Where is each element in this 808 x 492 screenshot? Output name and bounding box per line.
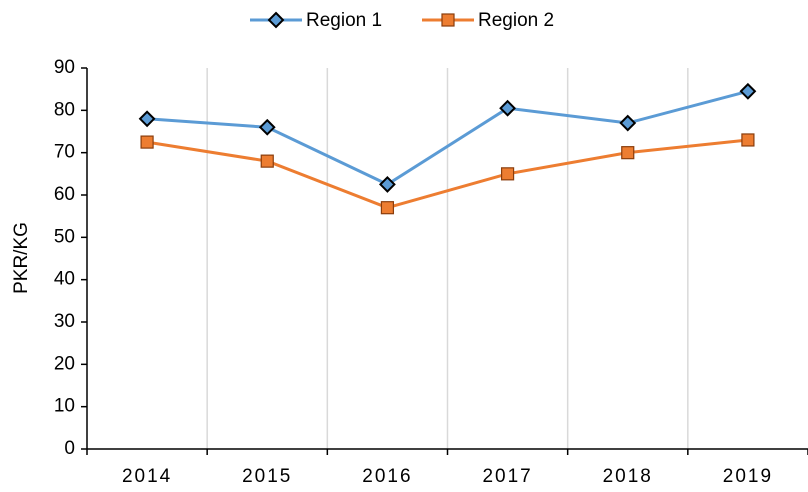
marker (138, 110, 156, 128)
y-axis-label: PKR/KG (11, 222, 32, 294)
y-tick-label: 70 (54, 142, 75, 163)
legend-label: Region 2 (478, 10, 554, 31)
x-tick-label: 2018 (603, 466, 653, 487)
series-line (146, 89, 749, 187)
y-tick-label: 0 (64, 438, 75, 459)
legend-marker (267, 11, 285, 29)
marker (621, 146, 635, 160)
x-tick-label: 2019 (723, 466, 773, 487)
y-tick-label: 50 (54, 226, 75, 247)
legend-label: Region 1 (306, 10, 382, 31)
marker (619, 114, 637, 132)
y-tick-label: 40 (54, 269, 75, 290)
y-tick-label: 80 (54, 99, 75, 120)
x-tick-label: 2015 (242, 466, 292, 487)
x-tick-label: 2014 (122, 466, 172, 487)
y-tick-label: 60 (54, 184, 75, 205)
y-tick-label: 10 (54, 396, 75, 417)
series-line (146, 138, 749, 210)
marker (140, 135, 154, 149)
y-tick-label: 30 (54, 311, 75, 332)
marker (379, 176, 396, 193)
marker (258, 118, 276, 136)
marker (499, 99, 516, 117)
y-tick-label: 20 (54, 353, 75, 374)
x-tick-label: 2016 (362, 466, 412, 487)
x-tick-label: 2017 (482, 466, 532, 487)
marker (739, 82, 757, 100)
marker (500, 167, 515, 181)
marker (380, 201, 395, 215)
y-tick-label: 90 (54, 57, 75, 78)
marker (260, 154, 274, 168)
legend-marker (441, 13, 455, 27)
marker (741, 133, 755, 147)
